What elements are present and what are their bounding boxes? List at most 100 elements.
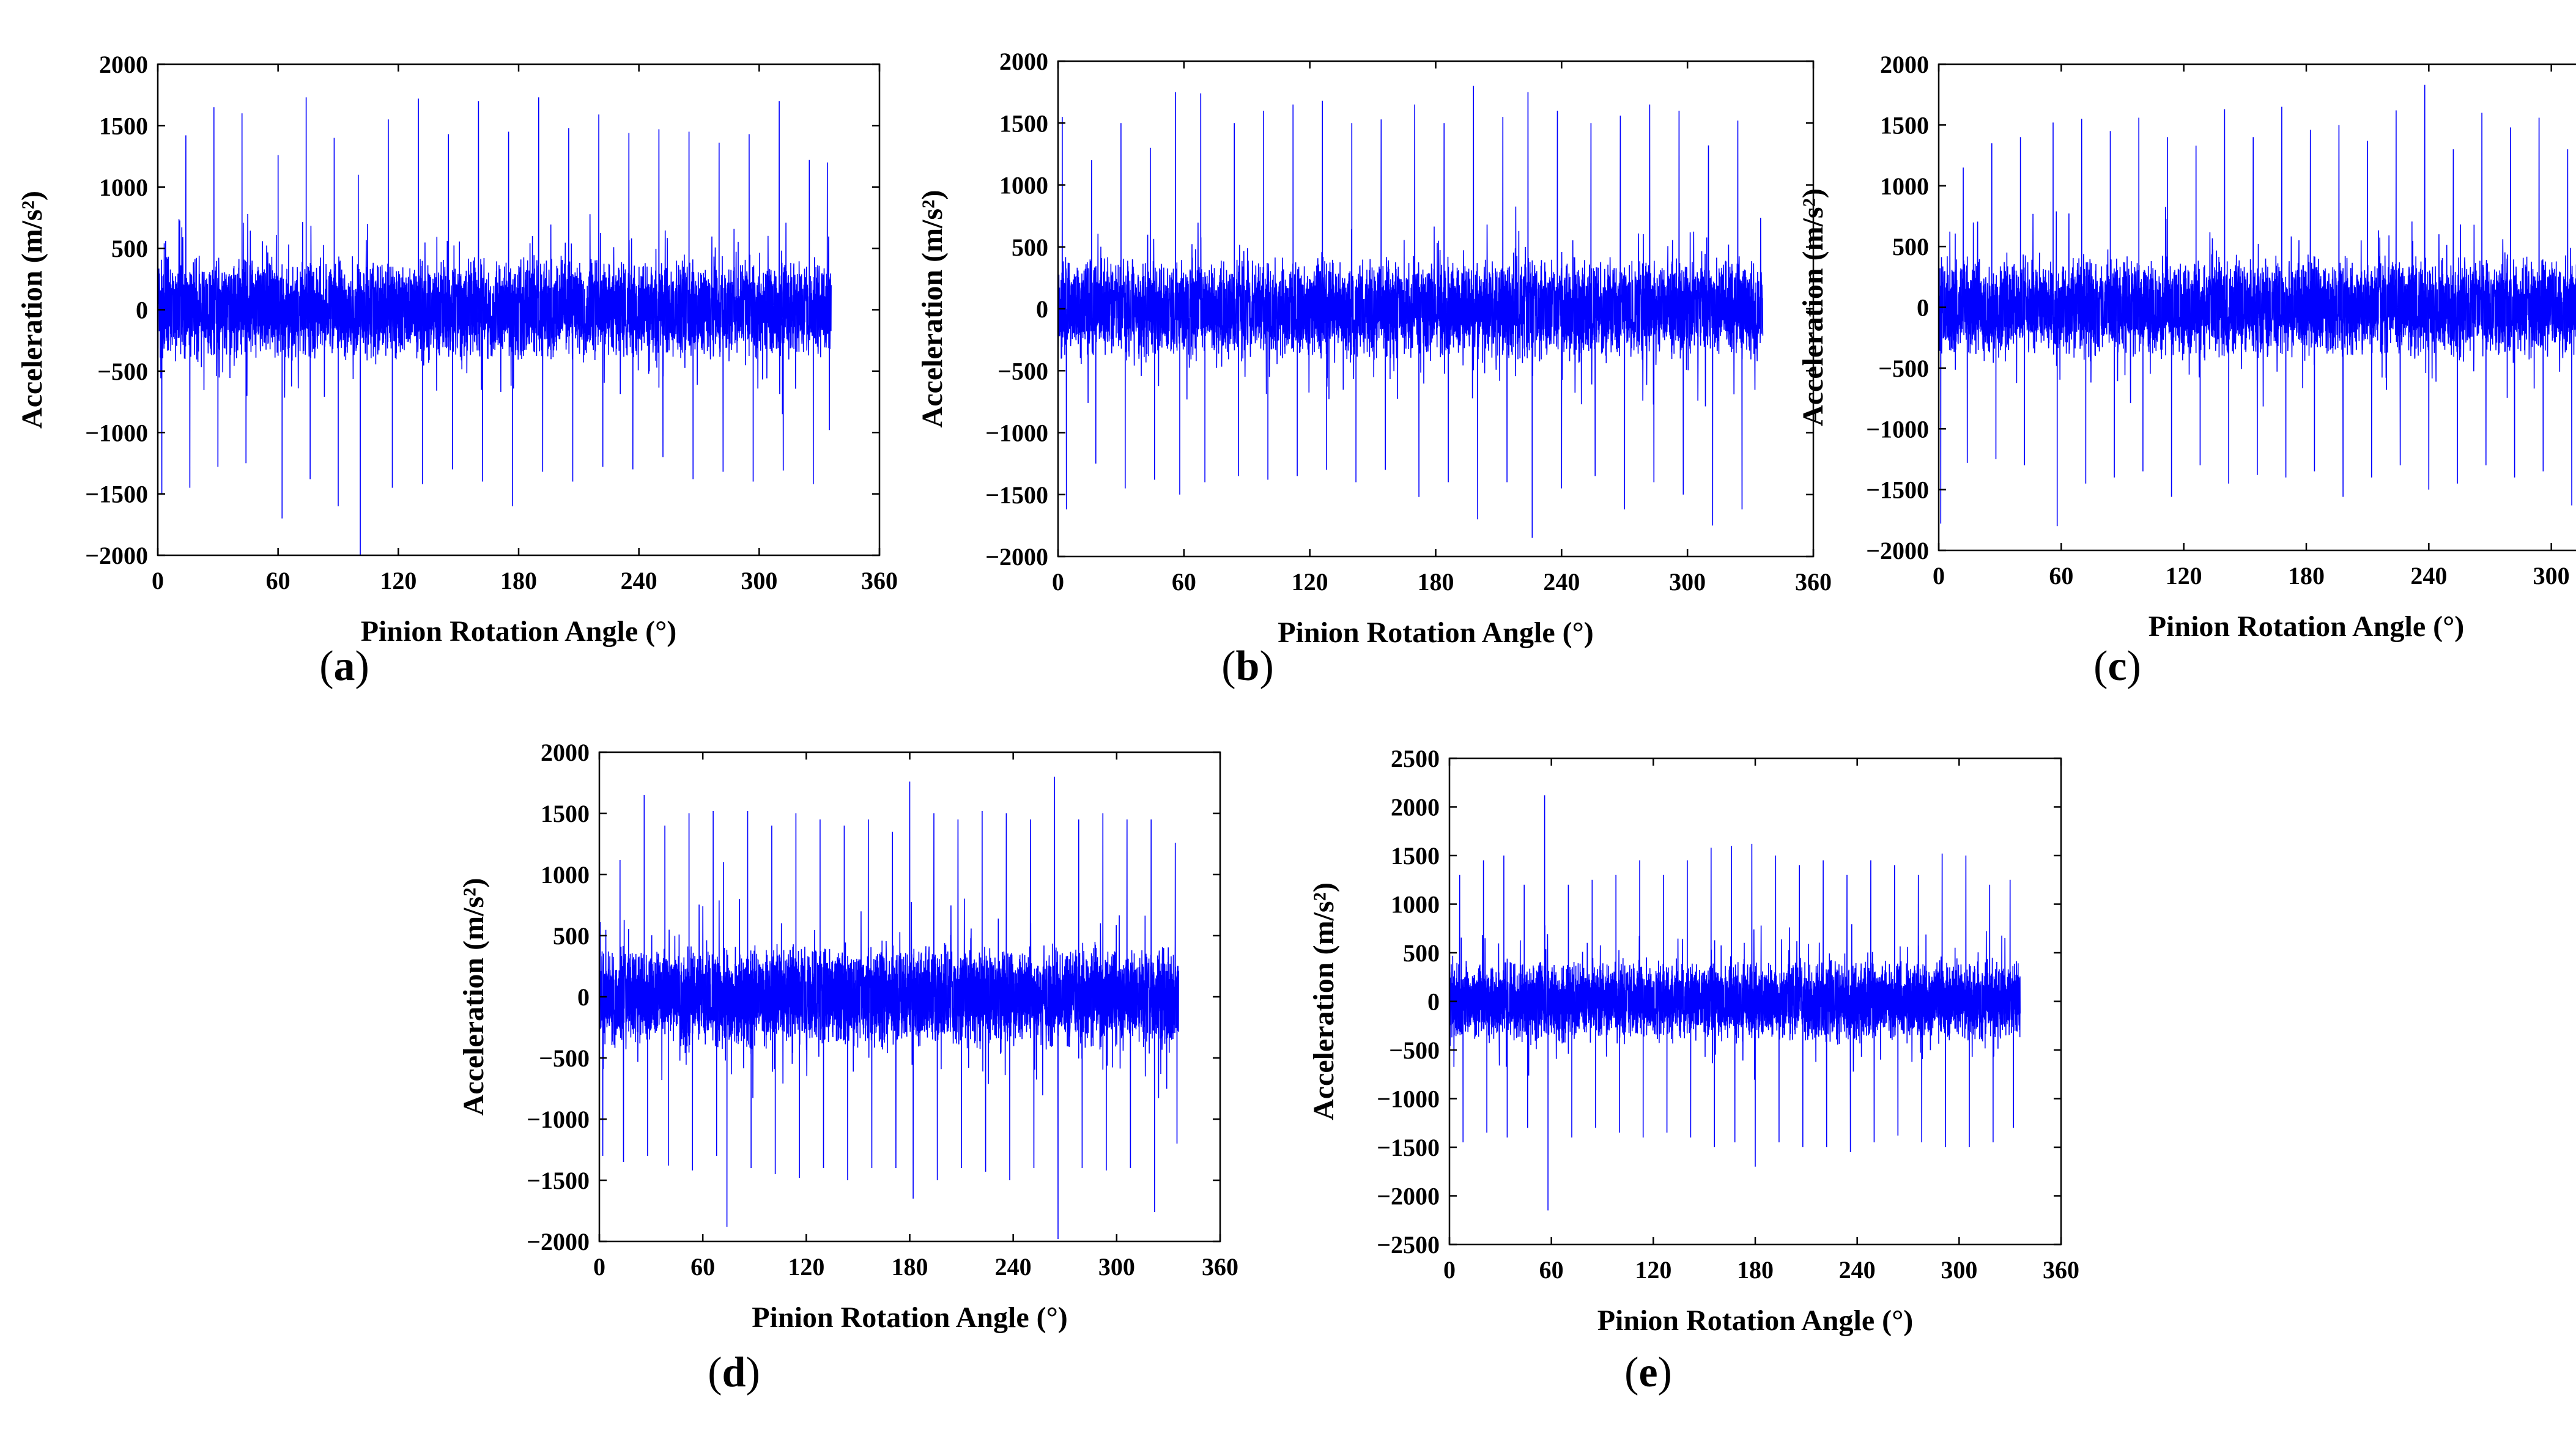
y-tick-label: −500 [97,358,148,385]
y-tick-label: −1500 [85,481,148,508]
y-tick-label: −500 [1878,355,1929,382]
y-tick-label: 2000 [541,739,590,766]
y-tick-label: 1000 [1391,891,1440,919]
y-tick-label: 2000 [1880,51,1929,78]
y-tick-label: 1500 [1391,842,1440,870]
x-tick-label: 120 [1292,568,1328,596]
panel-caption-b: (b) [1221,643,1274,690]
x-tick-label: 180 [892,1253,928,1281]
y-tick-label: 1000 [99,174,148,201]
y-tick-label: 1500 [999,109,1048,137]
x-tick-label: 300 [1941,1256,1977,1284]
y-tick-label: 1000 [1880,172,1929,200]
x-tick-label: 240 [995,1253,1032,1281]
y-tick-label: −1000 [1377,1085,1440,1113]
y-tick-label: −1500 [985,481,1048,509]
chart-panel-d: −2000 −1500 −1000 −500 0 500 1000 1500 2000 0 60 12… [457,739,1238,1334]
y-tick-label: −1500 [1377,1134,1440,1161]
x-tick-label: 360 [861,567,898,594]
x-tick-label: 240 [621,567,657,594]
panel-letter: b [1235,643,1260,690]
x-tick-label: 300 [1669,568,1706,596]
y-tick-label: 2000 [1391,794,1440,821]
y-tick-label: −1000 [85,419,148,446]
x-tick-label: 240 [2410,562,2447,590]
y-tick-label: −2500 [1377,1231,1440,1259]
y-tick-label: −500 [539,1045,590,1072]
chart-panel-c: −2000 −1500 −1000 −500 0 500 1000 1500 2000 0 60 12… [1797,51,2576,643]
x-tick-label: 60 [1539,1256,1564,1284]
y-tick-label: 0 [136,297,148,324]
y-tick-label: −2000 [85,542,148,569]
chart-panel-e: −2500 −2000 −1500 −1000 −500 0 500 1000 1500 2000… [1308,745,2079,1337]
panel-letter: d [722,1349,746,1396]
series-line-acceleration [1938,84,2576,527]
x-tick-label: 300 [741,567,777,594]
x-tick-label: 120 [788,1253,824,1281]
x-tick-label: 0 [1933,562,1945,590]
y-tick-label: −1000 [985,420,1048,447]
x-tick-label: 360 [1795,568,1832,596]
series-line-acceleration [599,776,1179,1240]
y-tick-label: −2000 [1377,1183,1440,1210]
y-axis-label: Acceleration (m/s²) [1308,882,1340,1120]
x-axis-label: Pinion Rotation Angle (°) [1278,616,1594,649]
panel-caption-d: (d) [708,1349,760,1396]
x-tick-label: 0 [1052,568,1064,596]
y-tick-label: 1500 [1880,111,1929,139]
y-tick-label: −500 [997,357,1048,385]
y-tick-label: 2000 [999,48,1048,75]
series-line-acceleration [1057,86,1764,538]
x-tick-label: 0 [593,1253,605,1281]
x-tick-label: 120 [1635,1256,1671,1284]
x-tick-label: 180 [1737,1256,1774,1284]
y-axis-label: Acceleration (m/s²) [916,190,949,428]
y-tick-label: 0 [577,983,590,1011]
x-tick-label: 240 [1839,1256,1876,1284]
x-tick-label: 300 [1098,1253,1135,1281]
x-axis-label: Pinion Rotation Angle (°) [752,1301,1068,1334]
y-tick-label: −2000 [985,543,1048,571]
y-tick-label: 1500 [99,112,148,139]
y-tick-label: 1000 [999,172,1048,199]
series-line-acceleration [1449,795,2021,1211]
x-tick-label: 300 [2533,562,2570,590]
x-axis-label: Pinion Rotation Angle (°) [1597,1304,1914,1337]
x-tick-label: 180 [500,567,537,594]
y-tick-label: −1500 [527,1167,590,1194]
y-tick-label: 1500 [541,800,590,827]
chart-panel-a: −2000 −1500 −1000 −500 0 500 1000 1500 2000 0 60 12… [16,51,898,648]
y-axis-label: Acceleration (m/s²) [1797,188,1829,426]
y-tick-label: 2500 [1391,745,1440,772]
x-tick-label: 60 [2049,562,2073,590]
y-tick-label: 1000 [541,861,590,889]
panel-caption-a: (a) [319,643,369,690]
y-tick-label: 500 [111,235,148,262]
x-axis-label: Pinion Rotation Angle (°) [2149,610,2465,643]
panel-caption-e: (e) [1624,1349,1672,1396]
panel-letter: c [2108,643,2127,690]
x-tick-label: 60 [1172,568,1196,596]
x-tick-label: 180 [2288,562,2325,590]
y-tick-label: −1000 [527,1106,590,1133]
x-tick-label: 360 [2043,1256,2079,1284]
x-tick-label: 240 [1543,568,1580,596]
chart-panel-b: −2000 −1500 −1000 −500 0 500 1000 1500 2000 0 60 12… [916,48,1832,649]
x-tick-label: 60 [266,567,291,594]
y-tick-label: 2000 [99,51,148,78]
x-tick-label: 120 [2166,562,2202,590]
x-axis-label: Pinion Rotation Angle (°) [361,615,677,648]
x-tick-label: 0 [1443,1256,1456,1284]
y-tick-label: 0 [1036,295,1048,323]
panel-letter: e [1638,1349,1658,1396]
y-tick-label: 0 [1427,988,1440,1016]
panel-letter: a [333,643,355,690]
y-tick-label: 500 [553,922,590,950]
x-tick-label: 60 [690,1253,715,1281]
series-line-acceleration [157,97,832,556]
y-tick-label: 500 [1892,233,1929,261]
x-tick-label: 0 [152,567,164,594]
y-tick-label: 500 [1012,234,1048,261]
y-tick-label: −1500 [1866,476,1929,504]
